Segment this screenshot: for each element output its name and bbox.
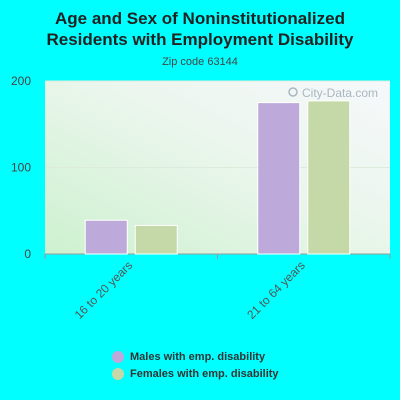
x-category-label-0: 16 to 20 years — [72, 258, 136, 322]
legend-label-females: Females with emp. disability — [130, 368, 279, 380]
legend-item-females: Females with emp. disability — [112, 366, 279, 382]
legend: Males with emp. disability Females with … — [112, 349, 279, 383]
x-category-label-1: 21 to 64 years — [244, 258, 308, 322]
bar-female-1 — [307, 100, 351, 255]
y-tick-label-0: 0 — [24, 247, 31, 261]
chart-title-line-1: Age and Sex of Noninstitutionalized — [55, 9, 345, 28]
y-tick-label-200: 200 — [11, 74, 31, 88]
legend-swatch-females — [112, 368, 124, 380]
chart-title-line-2: Residents with Employment Disability — [46, 30, 354, 49]
y-tick-label-100: 100 — [11, 161, 31, 175]
bar-female-0 — [134, 224, 178, 255]
legend-label-males: Males with emp. disability — [130, 351, 266, 363]
bar-male-0 — [84, 219, 128, 255]
chart-title: Age and Sex of Noninstitutionalized Resi… — [0, 8, 400, 50]
legend-swatch-males — [112, 351, 124, 363]
bar-male-1 — [257, 102, 301, 255]
magnifier-icon — [288, 87, 298, 97]
legend-item-males: Males with emp. disability — [112, 349, 279, 365]
watermark-text: City-Data.com — [302, 86, 378, 100]
chart-subtitle: Zip code 63144 — [162, 56, 238, 68]
